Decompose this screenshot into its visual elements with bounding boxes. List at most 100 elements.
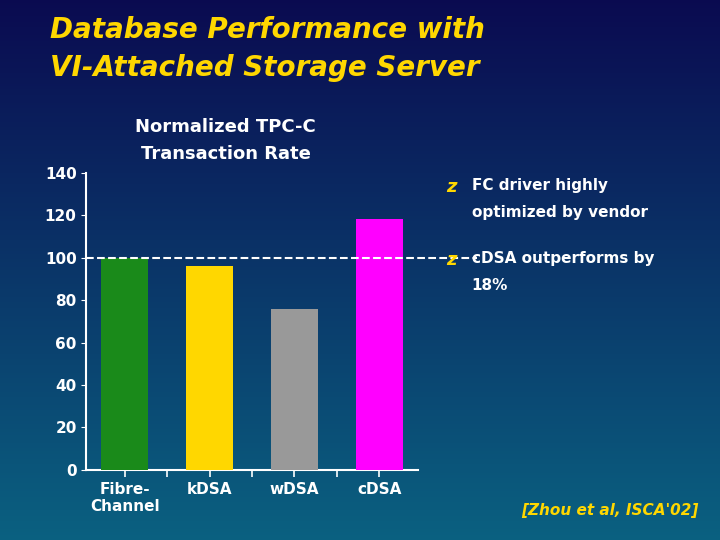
Bar bbox=[0, 32, 720, 35]
Bar bbox=[0, 11, 720, 14]
Bar bbox=[0, 381, 720, 383]
Bar bbox=[0, 243, 720, 246]
Bar bbox=[0, 470, 720, 472]
Bar bbox=[0, 22, 720, 24]
Bar bbox=[0, 259, 720, 262]
Bar bbox=[0, 418, 720, 421]
Bar bbox=[356, 219, 402, 470]
Bar bbox=[0, 211, 720, 213]
Bar bbox=[0, 165, 720, 167]
Bar bbox=[0, 537, 720, 540]
Text: cDSA outperforms by: cDSA outperforms by bbox=[472, 251, 654, 266]
Text: FC driver highly: FC driver highly bbox=[472, 178, 608, 193]
Bar bbox=[0, 338, 720, 340]
Bar bbox=[186, 266, 233, 470]
Text: [Zhou et al, ISCA'02]: [Zhou et al, ISCA'02] bbox=[521, 503, 698, 518]
Bar bbox=[0, 378, 720, 381]
Bar bbox=[0, 232, 720, 235]
Bar bbox=[0, 159, 720, 162]
Bar bbox=[0, 267, 720, 270]
Bar bbox=[0, 132, 720, 135]
Bar bbox=[0, 27, 720, 30]
Bar bbox=[0, 362, 720, 364]
Bar bbox=[0, 346, 720, 348]
Bar bbox=[0, 454, 720, 456]
Bar bbox=[0, 124, 720, 127]
Bar bbox=[0, 59, 720, 62]
Bar bbox=[0, 397, 720, 400]
Bar bbox=[0, 154, 720, 157]
Bar bbox=[0, 440, 720, 443]
Bar bbox=[0, 354, 720, 356]
Bar bbox=[0, 389, 720, 392]
Bar bbox=[0, 321, 720, 324]
Bar bbox=[0, 348, 720, 351]
Bar bbox=[0, 427, 720, 429]
Bar bbox=[0, 464, 720, 467]
Bar bbox=[0, 302, 720, 305]
Bar bbox=[0, 286, 720, 289]
Bar bbox=[0, 127, 720, 130]
Bar bbox=[0, 122, 720, 124]
Bar bbox=[0, 310, 720, 313]
Bar bbox=[0, 446, 720, 448]
Bar bbox=[0, 49, 720, 51]
Bar bbox=[0, 483, 720, 486]
Bar bbox=[0, 84, 720, 86]
Bar bbox=[0, 502, 720, 505]
Bar bbox=[0, 508, 720, 510]
Bar bbox=[0, 65, 720, 68]
Bar bbox=[0, 451, 720, 454]
Bar bbox=[0, 30, 720, 32]
Bar bbox=[0, 51, 720, 54]
Bar bbox=[0, 343, 720, 346]
Bar bbox=[0, 486, 720, 489]
Bar bbox=[0, 373, 720, 375]
Bar bbox=[0, 500, 720, 502]
Bar bbox=[0, 329, 720, 332]
Bar bbox=[0, 189, 720, 192]
Bar bbox=[0, 356, 720, 359]
Text: 18%: 18% bbox=[472, 278, 508, 293]
Bar bbox=[0, 54, 720, 57]
Bar bbox=[0, 94, 720, 97]
Bar bbox=[0, 413, 720, 416]
Bar bbox=[0, 475, 720, 478]
Bar bbox=[0, 262, 720, 265]
Bar bbox=[0, 135, 720, 138]
Bar bbox=[0, 246, 720, 248]
Bar bbox=[0, 281, 720, 284]
Bar bbox=[0, 16, 720, 19]
Bar bbox=[0, 265, 720, 267]
Bar bbox=[0, 478, 720, 481]
Bar bbox=[0, 351, 720, 354]
Bar bbox=[0, 459, 720, 462]
Bar bbox=[0, 416, 720, 418]
Bar bbox=[0, 305, 720, 308]
Bar bbox=[0, 186, 720, 189]
Bar bbox=[0, 327, 720, 329]
Bar bbox=[0, 510, 720, 513]
Bar bbox=[0, 300, 720, 302]
Bar bbox=[0, 216, 720, 219]
Bar bbox=[0, 251, 720, 254]
Bar bbox=[0, 408, 720, 410]
Bar bbox=[0, 526, 720, 529]
Bar bbox=[0, 157, 720, 159]
Bar bbox=[0, 462, 720, 464]
Bar bbox=[0, 235, 720, 238]
Bar bbox=[0, 319, 720, 321]
Bar bbox=[0, 200, 720, 202]
Bar bbox=[0, 173, 720, 176]
Bar bbox=[0, 497, 720, 500]
Bar bbox=[0, 81, 720, 84]
Bar bbox=[0, 19, 720, 22]
Bar bbox=[0, 194, 720, 197]
Bar bbox=[0, 481, 720, 483]
Bar bbox=[0, 254, 720, 256]
Bar bbox=[0, 370, 720, 373]
Bar bbox=[0, 197, 720, 200]
Bar bbox=[0, 46, 720, 49]
Bar bbox=[0, 224, 720, 227]
Bar bbox=[0, 205, 720, 208]
